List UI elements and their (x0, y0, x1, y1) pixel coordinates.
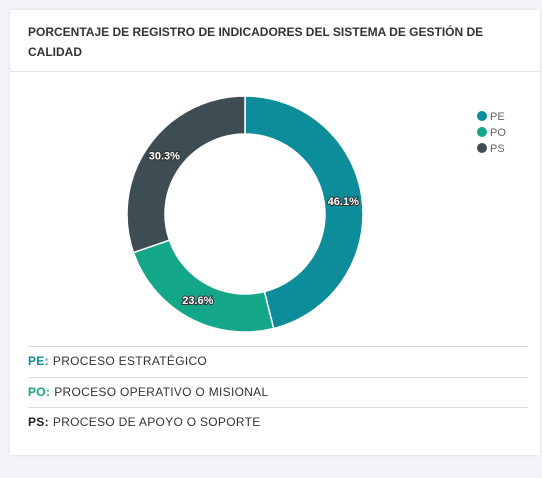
definition-text: PROCESO DE APOYO O SOPORTE (52, 415, 261, 429)
data-label: 46.1% (328, 196, 359, 208)
separator (10, 71, 540, 72)
definition-code: PE: (28, 354, 49, 368)
legend-label: PO (490, 127, 506, 139)
card: PORCENTAJE DE REGISTRO DE INDICADORES DE… (10, 10, 540, 455)
definition-row: PO: PROCESO OPERATIVO O MISIONAL (28, 376, 528, 408)
legend-label: PE (490, 111, 505, 123)
definition-code: PS: (28, 415, 49, 429)
legend-swatch (477, 127, 487, 137)
data-label: 23.6% (182, 295, 213, 307)
donut-slice (126, 95, 246, 254)
data-label: 30.3% (149, 150, 180, 162)
definition-row: PS: PROCESO DE APOYO O SOPORTE (28, 407, 528, 438)
donut-slice (244, 95, 364, 330)
definition-text: PROCESO ESTRATÉGICO (52, 354, 208, 368)
legend-swatch (477, 111, 487, 121)
legend-swatch (477, 143, 487, 153)
donut-slice (132, 239, 275, 333)
definition-text: PROCESO OPERATIVO O MISIONAL (54, 384, 269, 399)
chart-title: PORCENTAJE DE REGISTRO DE INDICADORES DE… (28, 25, 484, 59)
chart: 46.1% 23.6% 30.3% PE PO PS (126, 95, 506, 333)
definition-row: PE: PROCESO ESTRATÉGICO (28, 346, 528, 377)
definition-code: PO: (28, 384, 51, 399)
legend-label: PS (490, 143, 505, 155)
